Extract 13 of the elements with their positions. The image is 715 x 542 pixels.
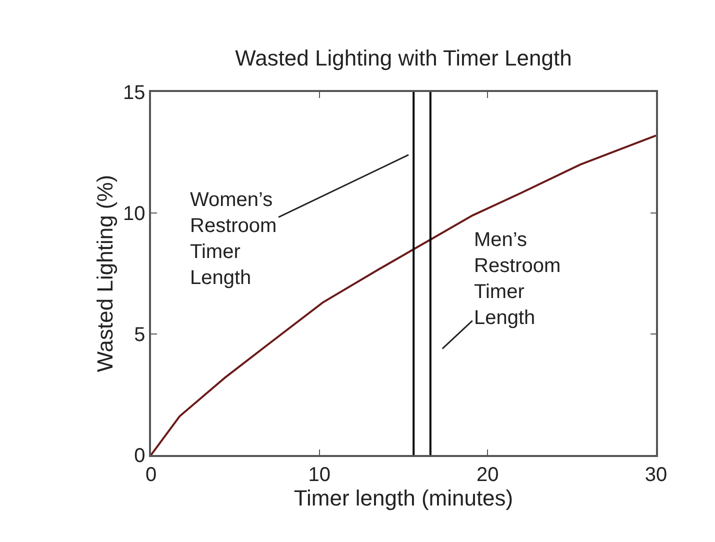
chart-title: Wasted Lighting with Timer Length bbox=[235, 45, 572, 70]
x-tick-label: 30 bbox=[644, 464, 668, 486]
y-tick-label: 5 bbox=[134, 324, 146, 346]
annotation: Women’s Restroom Timer Length bbox=[190, 189, 277, 289]
x-tick-label: 10 bbox=[308, 464, 330, 486]
y-axis-title: Wasted Lighting (%) bbox=[92, 174, 118, 372]
annotation: Men’s Restroom Timer Length bbox=[474, 229, 561, 329]
y-tick-label: 0 bbox=[134, 445, 146, 467]
line-series bbox=[151, 134, 656, 455]
x-tick-label: 20 bbox=[476, 464, 499, 486]
y-tick-label: 15 bbox=[123, 82, 146, 104]
y-tick-label: 10 bbox=[123, 203, 146, 225]
x-axis-title: Timer length (minutes) bbox=[294, 486, 514, 511]
